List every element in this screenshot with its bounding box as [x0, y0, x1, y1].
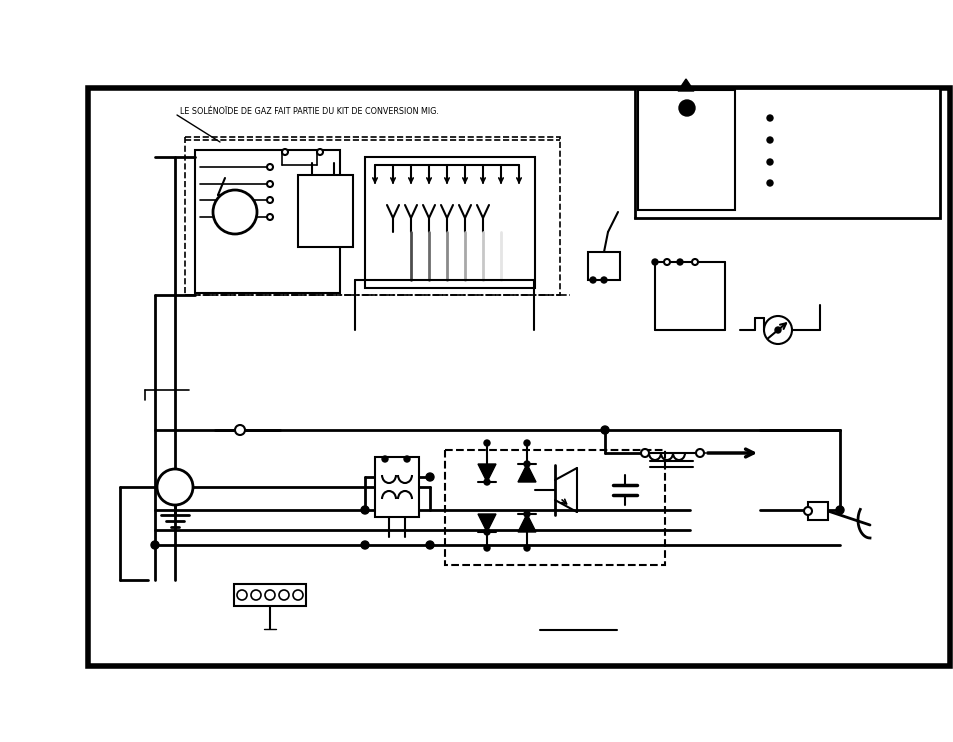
Circle shape — [766, 159, 772, 165]
Circle shape — [267, 164, 273, 170]
Circle shape — [651, 259, 658, 265]
Bar — [375, 457, 418, 517]
Circle shape — [234, 425, 245, 435]
Bar — [297, 175, 353, 247]
Bar — [233, 584, 306, 606]
Circle shape — [151, 541, 159, 549]
Circle shape — [483, 545, 490, 551]
Circle shape — [766, 115, 772, 121]
Bar — [638, 90, 734, 210]
Circle shape — [157, 469, 193, 505]
Circle shape — [763, 316, 791, 344]
Circle shape — [278, 590, 289, 600]
Circle shape — [251, 590, 261, 600]
Circle shape — [803, 507, 811, 515]
Circle shape — [696, 449, 703, 457]
Circle shape — [523, 545, 530, 551]
Circle shape — [691, 259, 698, 265]
Circle shape — [589, 277, 596, 283]
Bar — [194, 150, 339, 293]
Circle shape — [640, 449, 648, 457]
Circle shape — [403, 456, 410, 462]
Circle shape — [766, 137, 772, 143]
Circle shape — [483, 440, 490, 446]
Circle shape — [360, 506, 369, 514]
Circle shape — [483, 529, 490, 535]
Circle shape — [677, 259, 682, 265]
Circle shape — [766, 180, 772, 186]
Bar — [88, 88, 949, 666]
Bar — [587, 252, 619, 280]
Circle shape — [600, 277, 606, 283]
Bar — [185, 137, 559, 295]
Circle shape — [679, 100, 695, 116]
Bar — [807, 502, 827, 520]
Circle shape — [282, 149, 288, 155]
Bar — [444, 450, 664, 565]
Polygon shape — [517, 514, 536, 532]
Circle shape — [213, 190, 256, 234]
Circle shape — [663, 259, 669, 265]
Circle shape — [426, 473, 434, 481]
Circle shape — [381, 456, 388, 462]
Circle shape — [600, 426, 608, 434]
Circle shape — [774, 327, 781, 333]
Polygon shape — [678, 79, 693, 91]
Circle shape — [523, 461, 530, 467]
Circle shape — [316, 149, 323, 155]
Circle shape — [267, 197, 273, 203]
Circle shape — [523, 440, 530, 446]
Circle shape — [360, 541, 369, 549]
Circle shape — [483, 479, 490, 485]
Polygon shape — [477, 464, 496, 482]
Circle shape — [835, 506, 843, 514]
Circle shape — [523, 511, 530, 517]
Circle shape — [267, 214, 273, 220]
Bar — [635, 88, 939, 218]
Text: LE SOLÉNOÏDE DE GAZ FAIT PARTIE DU KIT DE CONVERSION MIG.: LE SOLÉNOÏDE DE GAZ FAIT PARTIE DU KIT D… — [180, 107, 438, 116]
Bar — [365, 157, 535, 288]
Circle shape — [293, 590, 303, 600]
Circle shape — [426, 541, 434, 549]
Polygon shape — [477, 514, 496, 532]
Circle shape — [265, 590, 274, 600]
Circle shape — [267, 181, 273, 187]
Circle shape — [236, 590, 247, 600]
Polygon shape — [517, 464, 536, 482]
